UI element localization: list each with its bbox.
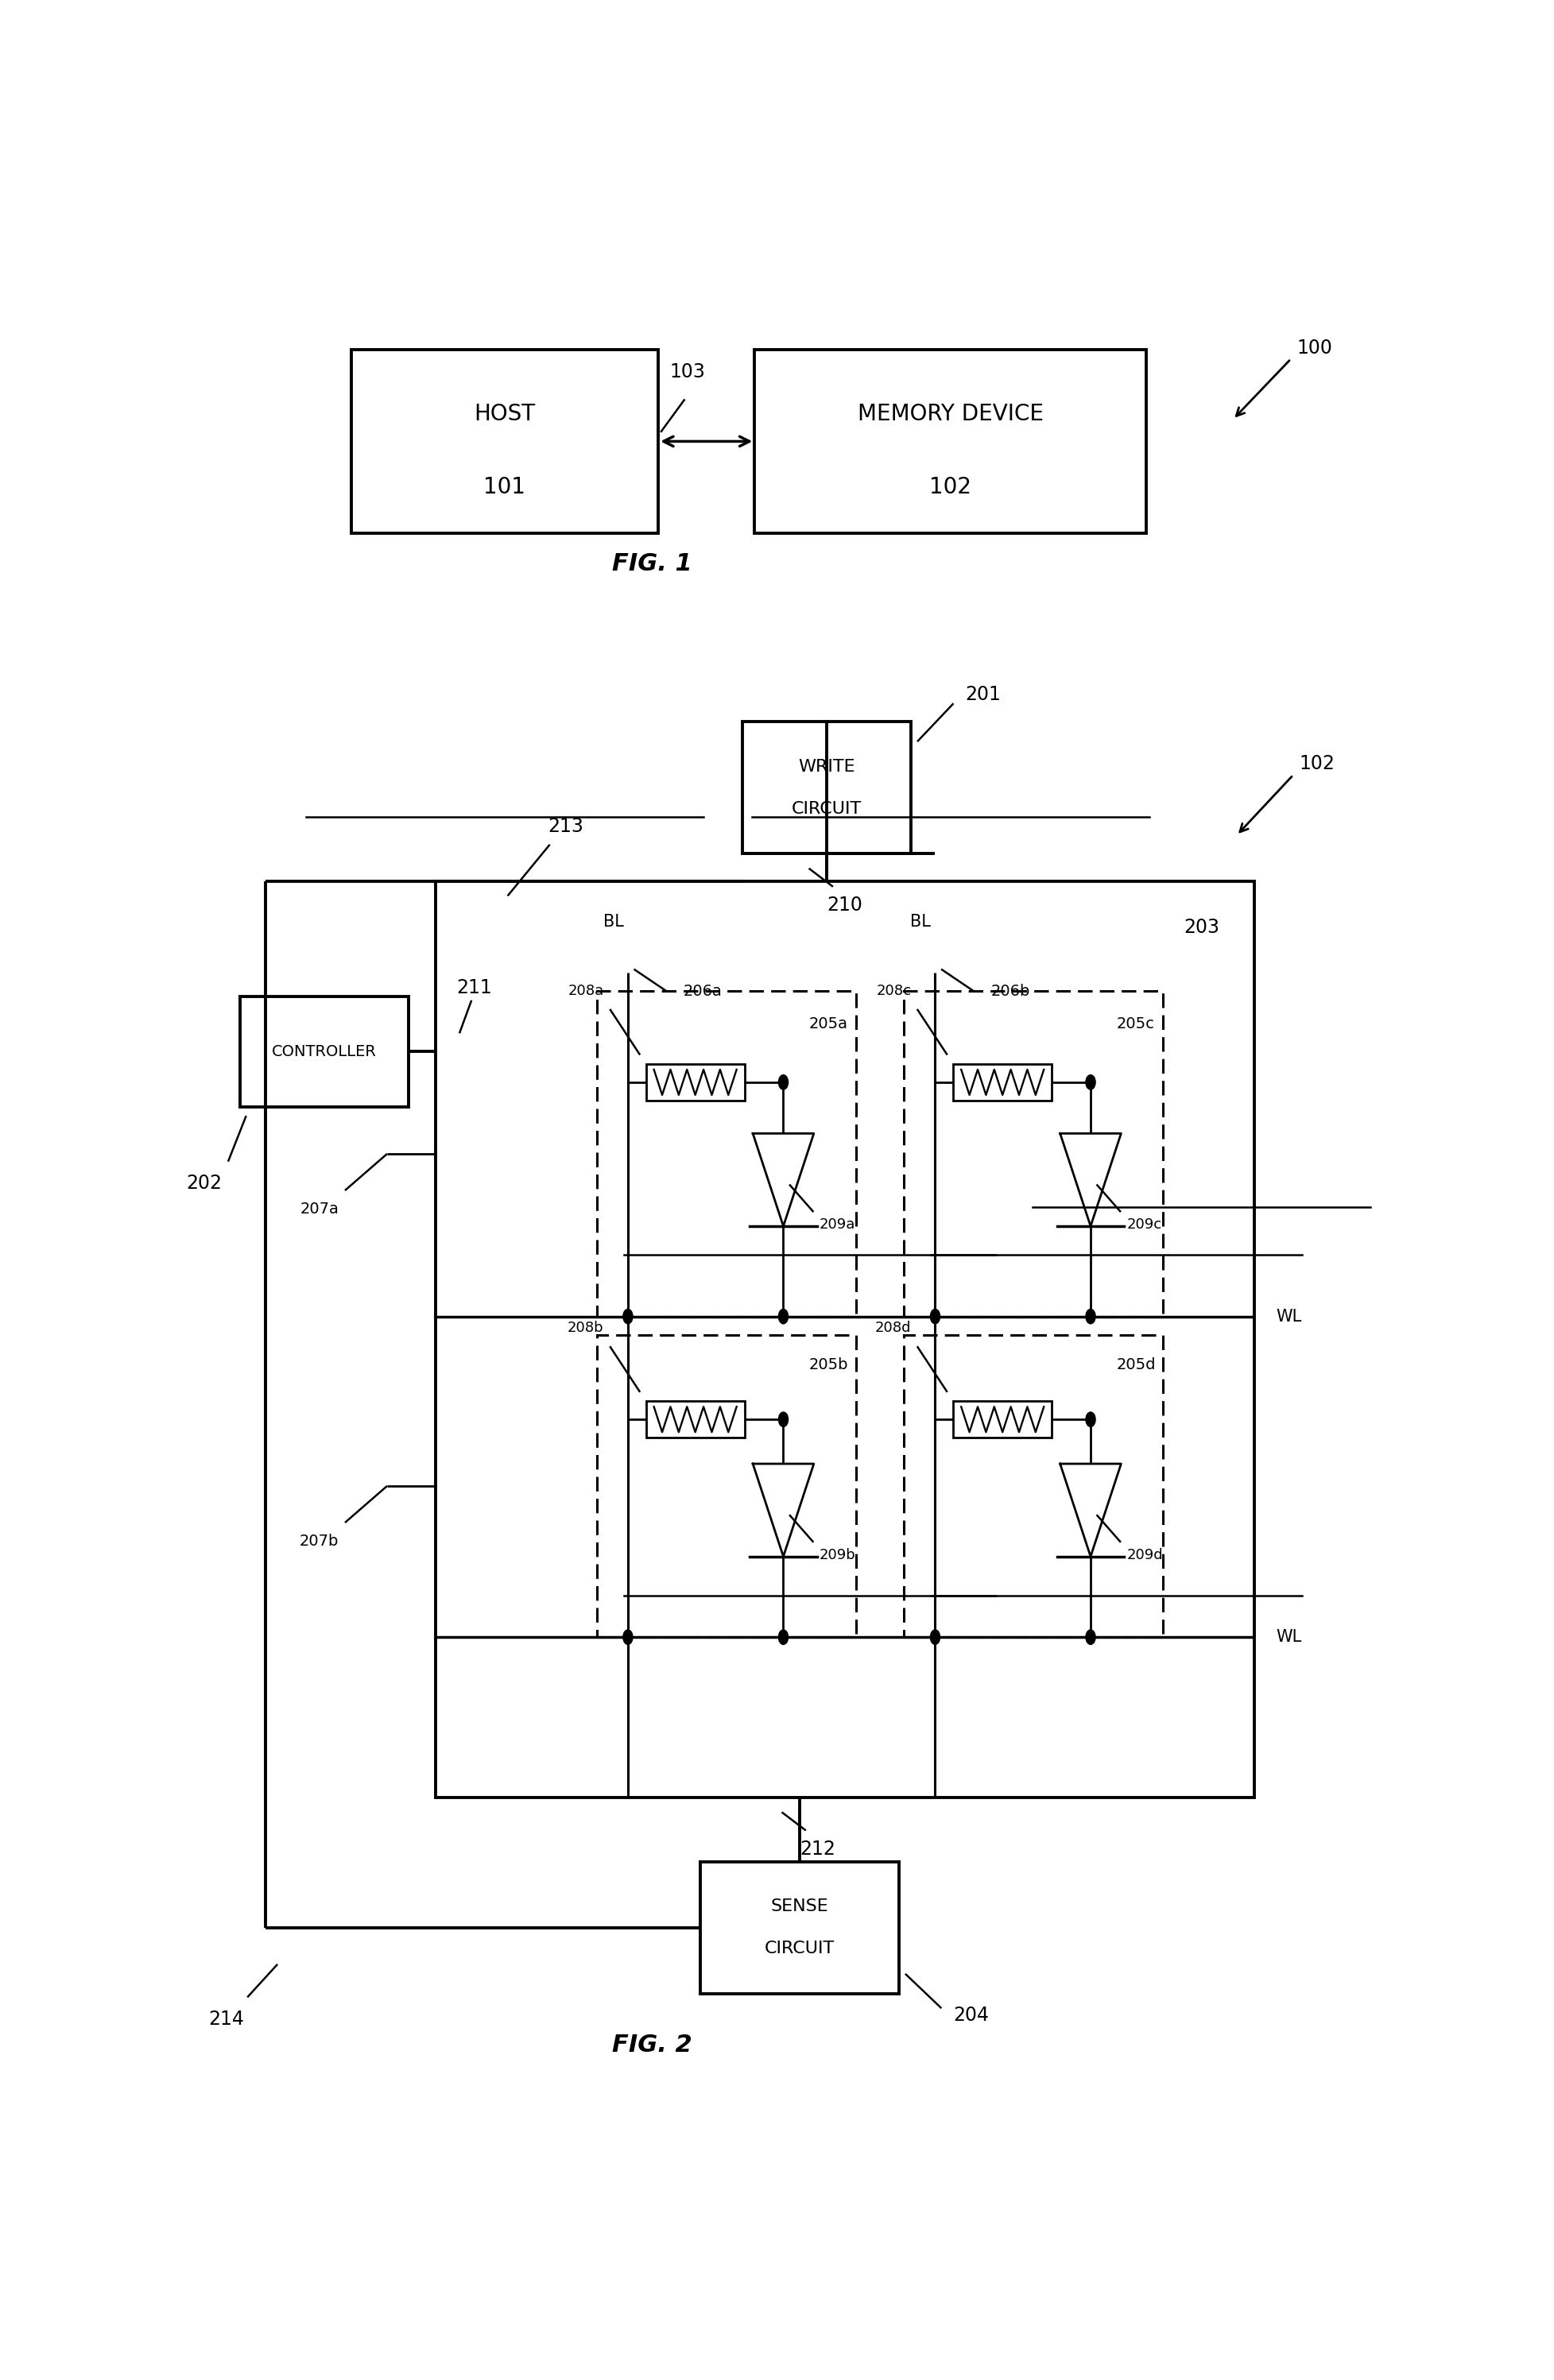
Text: 210: 210: [827, 895, 862, 914]
Text: 209b: 209b: [819, 1547, 855, 1561]
Bar: [597, 990, 855, 1316]
Text: WRITE: WRITE: [799, 759, 855, 774]
Bar: [239, 997, 409, 1107]
Circle shape: [779, 1309, 788, 1323]
Text: 205d: 205d: [1116, 1357, 1155, 1373]
Text: HOST: HOST: [474, 402, 535, 426]
Text: 204: 204: [953, 2006, 988, 2025]
Circle shape: [1085, 1411, 1096, 1426]
Text: 209c: 209c: [1127, 1219, 1161, 1233]
Text: WL: WL: [1276, 1309, 1301, 1323]
Text: FIG. 1: FIG. 1: [612, 552, 692, 576]
Text: 205b: 205b: [808, 1357, 848, 1373]
Text: WL: WL: [1276, 1630, 1301, 1645]
Text: 102: 102: [929, 476, 971, 497]
Text: 212: 212: [800, 1840, 836, 1859]
Bar: [435, 881, 1254, 1797]
Circle shape: [623, 1309, 632, 1323]
Text: 206b: 206b: [990, 983, 1029, 1000]
Text: MEMORY DEVICE: MEMORY DEVICE: [856, 402, 1043, 426]
Text: 209d: 209d: [1127, 1547, 1162, 1561]
Bar: [646, 1064, 744, 1100]
Circle shape: [779, 1630, 788, 1645]
Circle shape: [779, 1411, 788, 1426]
Bar: [699, 1861, 898, 1994]
Bar: [903, 1335, 1162, 1637]
Text: 101: 101: [483, 476, 525, 497]
Text: 103: 103: [670, 362, 704, 381]
Text: 213: 213: [547, 816, 583, 835]
Text: 206a: 206a: [682, 983, 721, 1000]
Text: 201: 201: [965, 685, 1001, 704]
Circle shape: [1085, 1630, 1096, 1645]
Text: 205c: 205c: [1116, 1016, 1155, 1031]
Text: 208d: 208d: [875, 1321, 911, 1335]
Text: 208a: 208a: [567, 983, 603, 997]
Text: 207b: 207b: [300, 1533, 339, 1549]
Text: 214: 214: [208, 2009, 244, 2028]
Text: 208c: 208c: [876, 983, 911, 997]
Circle shape: [779, 1076, 788, 1090]
Bar: [743, 721, 911, 854]
Bar: [953, 1064, 1051, 1100]
Text: 102: 102: [1299, 754, 1335, 774]
Text: 209a: 209a: [819, 1219, 855, 1233]
Text: FIG. 2: FIG. 2: [612, 2033, 692, 2056]
Bar: [351, 350, 657, 533]
Bar: [903, 990, 1162, 1316]
Text: 207a: 207a: [300, 1202, 339, 1216]
Text: CIRCUIT: CIRCUIT: [765, 1940, 834, 1956]
Text: 211: 211: [455, 978, 491, 997]
Text: 205a: 205a: [808, 1016, 848, 1031]
Text: 202: 202: [186, 1173, 222, 1192]
Text: CIRCUIT: CIRCUIT: [791, 802, 861, 816]
Circle shape: [623, 1630, 632, 1645]
Bar: [953, 1402, 1051, 1438]
Circle shape: [929, 1309, 940, 1323]
Text: CONTROLLER: CONTROLLER: [272, 1045, 376, 1059]
Text: BL: BL: [911, 914, 931, 931]
Text: SENSE: SENSE: [771, 1899, 828, 1914]
Text: 203: 203: [1183, 916, 1218, 938]
Circle shape: [1085, 1309, 1096, 1323]
Bar: [754, 350, 1145, 533]
Text: 208b: 208b: [567, 1321, 603, 1335]
Circle shape: [1085, 1076, 1096, 1090]
Bar: [646, 1402, 744, 1438]
Text: 100: 100: [1296, 338, 1332, 357]
Bar: [597, 1335, 855, 1637]
Text: BL: BL: [603, 914, 623, 931]
Circle shape: [929, 1630, 940, 1645]
